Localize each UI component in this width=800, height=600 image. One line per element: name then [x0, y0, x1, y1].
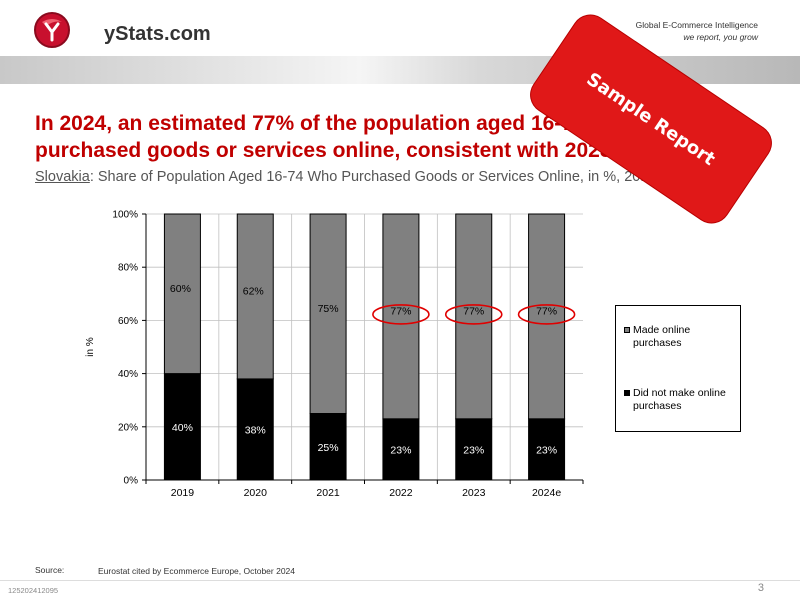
slide-headline: In 2024, an estimated 77% of the populat…: [35, 112, 701, 162]
bar-did-not-2019: [163, 373, 201, 481]
bar-made-online-2021: [309, 213, 347, 414]
data-label: 23%: [536, 444, 557, 456]
bar-made-online-2024e: [528, 213, 566, 420]
y-tick-label: 80%: [118, 263, 138, 274]
ystats-logo[interactable]: yStats.com: [32, 8, 211, 52]
bar-did-not-2021: [309, 413, 347, 481]
legend-swatch-made-online: [624, 327, 630, 333]
x-tick-label: 2019: [171, 487, 195, 499]
y-tick-label: 20%: [118, 422, 138, 433]
data-label: 77%: [463, 305, 484, 317]
source-label: Source:: [35, 565, 65, 575]
chart-legend: Made online purchases Did not make onlin…: [615, 305, 741, 432]
data-label: 38%: [245, 424, 266, 436]
x-tick-label: 2022: [389, 487, 413, 499]
x-tick-label: 2024e: [532, 487, 561, 499]
tagline-sub: we report, you grow: [683, 32, 758, 42]
bar-made-online-2019: [163, 213, 201, 375]
bar-made-online-2022: [382, 213, 420, 420]
y-axis-label: in %: [85, 337, 96, 357]
y-tick-label: 100%: [112, 210, 138, 221]
footer-divider: [0, 580, 800, 581]
bar-made-online-2020: [236, 213, 274, 380]
data-label: 40%: [172, 422, 193, 434]
x-tick-label: 2023: [462, 487, 486, 499]
data-label: 75%: [318, 303, 339, 315]
y-tick-label: 0%: [124, 476, 139, 487]
x-tick-label: 2020: [244, 487, 268, 499]
legend-label-did-not: Did not make online purchases: [633, 387, 726, 412]
data-label: 60%: [170, 283, 191, 295]
logo-text: yStats.com: [104, 23, 211, 45]
data-label: 77%: [390, 305, 411, 317]
bar-made-online-2023: [455, 213, 493, 420]
header-tagline: Global E-Commerce Intelligence we report…: [636, 19, 758, 43]
document-id: 125202412095: [8, 586, 59, 595]
data-label: 77%: [536, 305, 557, 317]
source-text: Eurostat cited by Ecommerce Europe, Octo…: [98, 566, 296, 576]
data-label: 23%: [390, 444, 411, 456]
page-number: 3: [757, 582, 764, 594]
y-tick-label: 60%: [118, 316, 138, 327]
country-link[interactable]: Slovakia: [35, 169, 90, 185]
tagline-main: Global E-Commerce Intelligence: [635, 20, 758, 30]
chart-subtitle: Slovakia: Share of Population Aged 16-74…: [35, 169, 765, 185]
ystats-logo-icon: [34, 12, 70, 48]
highlight-ellipse-2023: [444, 304, 503, 325]
data-label: 25%: [318, 442, 339, 454]
subtitle-text: : Share of Population Aged 16-74 Who Pur…: [89, 169, 702, 185]
highlight-ellipse-2024e: [517, 304, 576, 325]
legend-label-made-online: Made online purchases: [633, 324, 691, 349]
data-label: 23%: [463, 444, 484, 456]
x-tick-label: 2021: [316, 487, 340, 499]
legend-swatch-did-not: [624, 390, 630, 396]
data-label: 62%: [243, 285, 264, 297]
y-tick-label: 40%: [118, 369, 138, 380]
stacked-bar-chart: 0% 20% 40% 60% 80% 100% 40% 60% 2019 38% 62% 2020 25…: [85, 210, 584, 499]
highlight-ellipse-2022: [372, 304, 430, 325]
